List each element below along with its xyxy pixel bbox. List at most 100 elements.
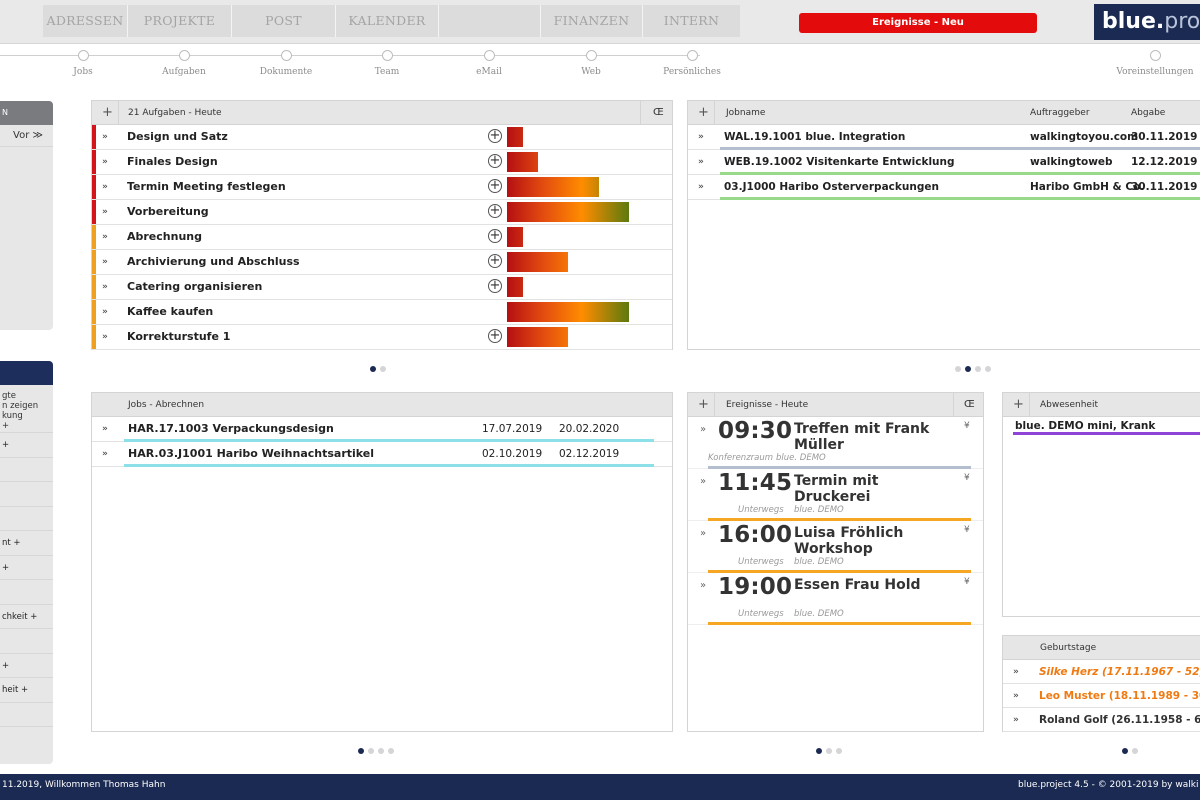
pager-dot[interactable]: [1132, 748, 1138, 754]
step-dot[interactable]: [687, 50, 698, 61]
pager-dot[interactable]: [358, 748, 364, 754]
pager-dot[interactable]: [378, 748, 384, 754]
sidebar-item[interactable]: nt +: [0, 531, 53, 556]
step-dot[interactable]: [281, 50, 292, 61]
sidebar-option[interactable]: +: [2, 421, 10, 431]
tab-projekte[interactable]: PROJEKTE: [128, 5, 231, 37]
job-row[interactable]: » WAL.19.1001 blue. Integration walkingtoy…: [688, 125, 1200, 150]
row-arrow-icon[interactable]: »: [102, 182, 108, 192]
step-dot[interactable]: [382, 50, 393, 61]
expand-chevron-icon[interactable]: ¥: [964, 577, 970, 587]
add-circle-icon[interactable]: +: [488, 203, 502, 218]
jobs-pager[interactable]: [955, 366, 995, 374]
add-circle-icon[interactable]: +: [488, 178, 502, 193]
tab-kalender[interactable]: KALENDER: [336, 5, 438, 37]
birthday-row[interactable]: » Silke Herz (17.11.1967 - 52): [1003, 660, 1200, 684]
row-arrow-icon[interactable]: »: [102, 132, 108, 142]
task-row[interactable]: » Vorbereitung +: [92, 200, 672, 225]
task-row[interactable]: » Abrechnung +: [92, 225, 672, 250]
pager-dot[interactable]: [836, 748, 842, 754]
row-arrow-icon[interactable]: »: [698, 132, 704, 142]
task-row[interactable]: » Design und Satz +: [92, 125, 672, 150]
step-label-jobs[interactable]: Jobs: [73, 67, 93, 77]
next-button[interactable]: Vor ≫: [0, 125, 53, 147]
pager-dot[interactable]: [388, 748, 394, 754]
add-job-button[interactable]: +: [698, 105, 709, 120]
row-arrow-icon[interactable]: »: [700, 528, 707, 539]
pager-dot[interactable]: [826, 748, 832, 754]
step-label-dokumente[interactable]: Dokumente: [259, 67, 313, 77]
pager-dot[interactable]: [370, 366, 376, 372]
step-dot[interactable]: [1150, 50, 1161, 61]
sidebar-item[interactable]: heit +: [0, 678, 53, 703]
birthday-row[interactable]: » Roland Golf (26.11.1958 - 61): [1003, 708, 1200, 732]
row-arrow-icon[interactable]: »: [1013, 691, 1019, 701]
col-abgabe[interactable]: Abgabe: [1131, 108, 1166, 118]
task-row[interactable]: » Archivierung und Abschluss +: [92, 250, 672, 275]
billing-pager[interactable]: [358, 748, 398, 756]
add-event-button[interactable]: +: [698, 397, 709, 412]
row-arrow-icon[interactable]: »: [698, 182, 704, 192]
step-dot[interactable]: [179, 50, 190, 61]
tab-intern[interactable]: INTERN: [643, 5, 740, 37]
pager-dot[interactable]: [1122, 748, 1128, 754]
add-circle-icon[interactable]: +: [488, 278, 502, 293]
col-jobname[interactable]: Jobname: [726, 108, 766, 118]
row-arrow-icon[interactable]: »: [102, 257, 108, 267]
add-circle-icon[interactable]: +: [488, 153, 502, 168]
add-absence-button[interactable]: +: [1013, 397, 1024, 412]
pager-dot[interactable]: [368, 748, 374, 754]
col-auftraggeber[interactable]: Auftraggeber: [1030, 108, 1090, 118]
event-item[interactable]: » 09:30 Treffen mit Frank Müller Konferenzr…: [688, 417, 983, 469]
row-arrow-icon[interactable]: »: [698, 157, 704, 167]
step-dot[interactable]: [586, 50, 597, 61]
task-row[interactable]: » Termin Meeting festlegen +: [92, 175, 672, 200]
step-label-aufgaben[interactable]: Aufgaben: [162, 67, 206, 77]
pager-dot[interactable]: [816, 748, 822, 754]
pager-dot[interactable]: [985, 366, 991, 372]
step-dot[interactable]: [78, 50, 89, 61]
row-arrow-icon[interactable]: »: [700, 476, 707, 487]
step-label-persoenliches[interactable]: Persönliches: [663, 67, 721, 77]
row-arrow-icon[interactable]: »: [700, 424, 707, 435]
sidebar-item[interactable]: [0, 580, 53, 605]
sidebar-option[interactable]: gte: [2, 391, 16, 401]
birthday-row[interactable]: » Leo Muster (18.11.1989 - 30): [1003, 684, 1200, 708]
row-arrow-icon[interactable]: »: [102, 449, 108, 459]
tab-finanzen[interactable]: FINANZEN: [541, 5, 642, 37]
tab-post[interactable]: POST: [232, 5, 335, 37]
events-pager[interactable]: [816, 748, 846, 756]
step-dot[interactable]: [484, 50, 495, 61]
pager-dot[interactable]: [975, 366, 981, 372]
task-row[interactable]: » Kaffee kaufen: [92, 300, 672, 325]
tab-empty[interactable]: [439, 5, 540, 37]
add-circle-icon[interactable]: +: [488, 228, 502, 243]
absence-row[interactable]: blue. DEMO mini, Krank: [1003, 417, 1200, 439]
task-row[interactable]: » Catering organisieren +: [92, 275, 672, 300]
events-header-icon[interactable]: Œ: [964, 399, 975, 410]
row-arrow-icon[interactable]: »: [102, 232, 108, 242]
expand-chevron-icon[interactable]: ¥: [964, 421, 970, 431]
event-item[interactable]: » 19:00 Essen Frau Hold Unterwegs blue. DEMO…: [688, 573, 983, 625]
tasks-pager[interactable]: [370, 366, 390, 374]
row-arrow-icon[interactable]: »: [1013, 715, 1019, 725]
add-circle-icon[interactable]: +: [488, 253, 502, 268]
job-row[interactable]: » WEB.19.1002 Visitenkarte Entwicklung wal…: [688, 150, 1200, 175]
events-alert-button[interactable]: Ereignisse - Neu: [799, 13, 1037, 33]
sidebar-item[interactable]: +: [0, 654, 53, 678]
row-arrow-icon[interactable]: »: [102, 332, 108, 342]
task-row[interactable]: » Finales Design +: [92, 150, 672, 175]
row-arrow-icon[interactable]: »: [700, 580, 707, 591]
expand-chevron-icon[interactable]: ¥: [964, 473, 970, 483]
event-item[interactable]: » 16:00 Luisa Fröhlich Workshop Unterwegs bl…: [688, 521, 983, 573]
sidebar-option[interactable]: kung: [2, 411, 23, 421]
expand-chevron-icon[interactable]: ¥: [964, 525, 970, 535]
event-item[interactable]: » 11:45 Termin mit Druckerei Unterwegs blue.…: [688, 469, 983, 521]
row-arrow-icon[interactable]: »: [102, 282, 108, 292]
birthdays-pager[interactable]: [1122, 748, 1142, 756]
step-label-voreinstellungen[interactable]: Voreinstellungen: [1116, 67, 1194, 77]
sidebar-item[interactable]: +: [0, 433, 53, 458]
sidebar-item[interactable]: [0, 482, 53, 507]
sidebar-item[interactable]: chkeit +: [0, 605, 53, 629]
step-label-email[interactable]: eMail: [476, 67, 502, 77]
